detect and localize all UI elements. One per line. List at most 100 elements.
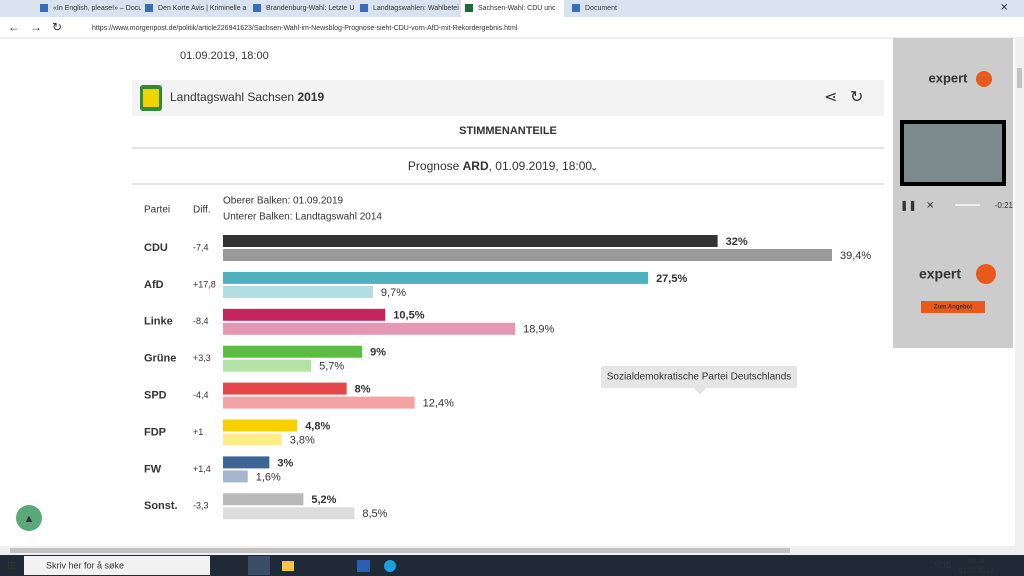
value-label: 12,4%: [423, 398, 454, 410]
value-label: 9%: [370, 347, 386, 359]
scrollbar[interactable]: [1015, 38, 1024, 548]
ad-panel: [893, 38, 1013, 348]
tab-title: Sachsen-Wahl: CDU unc: [478, 5, 556, 12]
bar: [223, 470, 248, 483]
tooltip-pointer: [694, 388, 706, 395]
value-label: 39,4%: [840, 250, 871, 262]
ad-brand: expert: [928, 70, 968, 85]
tab[interactable]: [249, 0, 352, 17]
bar: [223, 493, 304, 506]
widget-header: [132, 80, 884, 116]
bar-chart: CDU -7,4 32% 39,4% AfD +17,8 27,5% 9,7% Linke -8,…: [144, 235, 871, 520]
forecast-prefix: Prognose: [408, 159, 460, 173]
bar: [223, 419, 298, 432]
bar: [223, 322, 516, 335]
tab-icon: [360, 4, 368, 12]
value-label: 18,9%: [523, 324, 554, 336]
clock-date: 01.09.2019: [958, 568, 993, 575]
ad-video-frame: [904, 124, 1002, 182]
value-label: 32%: [726, 236, 748, 248]
value-label: 9,7%: [381, 287, 406, 299]
ad-button-text: Zum Angebot: [934, 305, 972, 311]
ad-brand: expert: [919, 266, 961, 282]
tab[interactable]: [141, 0, 244, 17]
tab[interactable]: [36, 0, 139, 17]
taskbar-app[interactable]: [282, 561, 294, 571]
forecast-source: ARD: [463, 159, 489, 173]
tab-title: «In English, please!» – Docu: [53, 5, 142, 12]
column-diff: Diff.: [193, 205, 211, 216]
ad-logo: [976, 71, 992, 87]
share-icon[interactable]: ⋖: [824, 89, 837, 106]
bar: [223, 345, 363, 358]
ad-button[interactable]: [921, 301, 985, 313]
tooltip: [601, 366, 797, 388]
difference: -7,4: [193, 242, 209, 252]
start-button[interactable]: ⊞: [7, 560, 16, 572]
category-label: Linke: [144, 316, 173, 328]
section-title: STIMMENANTEILE: [459, 125, 557, 137]
bar: [223, 308, 386, 321]
url[interactable]: https://www.morgenpost.de/politik/articl…: [92, 25, 518, 32]
value-label: 3%: [277, 457, 293, 469]
pause-icon[interactable]: ❚❚: [900, 201, 917, 212]
tab-title: Den Korte Avis | Kriminelle a: [158, 5, 247, 12]
notification-button[interactable]: [16, 505, 42, 531]
value-label: 5,7%: [319, 361, 344, 373]
forward-button[interactable]: →: [30, 20, 42, 34]
difference: -4,4: [193, 390, 209, 400]
video-time: -0:21: [995, 201, 1014, 210]
tab-icon: [145, 4, 153, 12]
bar: [223, 382, 347, 395]
tab-icon: [253, 4, 261, 12]
mute-icon[interactable]: ✕: [926, 201, 934, 212]
dropdown-arrow[interactable]: ⌄: [590, 163, 598, 174]
h-scroll-thumb[interactable]: [10, 548, 790, 553]
search-placeholder: Skriv her for å søke: [46, 560, 124, 570]
refresh-icon[interactable]: ↻: [850, 89, 863, 106]
tab-title: Brandenburg-Wahl: Letzte U: [266, 5, 354, 12]
value-label: 3,8%: [290, 434, 315, 446]
value-label: 8,5%: [362, 508, 387, 520]
tab-icon: [572, 4, 580, 12]
taskbar-app[interactable]: [384, 560, 396, 572]
bar: [223, 433, 282, 446]
difference: +1: [193, 427, 203, 437]
scroll-thumb[interactable]: [1017, 68, 1022, 88]
legend-entry: Unterer Balken: Landtagswahl 2014: [223, 212, 382, 223]
tab[interactable]: [461, 0, 564, 17]
tab-title: Landtagswahlen: Wahlbetei: [373, 5, 459, 12]
search-box[interactable]: [24, 556, 210, 575]
column-party: Partei: [144, 205, 170, 216]
tab-title: Document: [585, 5, 617, 12]
reload-button[interactable]: ↻: [52, 20, 62, 34]
tab-icon: [40, 4, 48, 12]
tab-icon: [465, 4, 473, 12]
difference: +1,4: [193, 464, 211, 474]
coat-of-arms-inner: [143, 89, 159, 107]
close-window[interactable]: ✕: [1000, 3, 1008, 14]
taskbar-app[interactable]: [357, 560, 370, 572]
address-bar: [0, 17, 1024, 38]
difference: -3,3: [193, 501, 209, 511]
forecast-selector[interactable]: Prognose ARD, 01.09.2019, 18:00: [408, 159, 592, 173]
category-label: FW: [144, 463, 162, 475]
bell-icon: ▲: [24, 513, 35, 525]
widget-title: Landtagswahl Sachsen 2019: [170, 90, 324, 104]
bar: [223, 507, 355, 520]
bar: [223, 285, 373, 298]
bar: [223, 271, 649, 284]
bar: [223, 235, 718, 247]
category-label: AfD: [144, 279, 164, 291]
ad-logo: [976, 264, 996, 284]
forecast-time: , 01.09.2019, 18:00: [489, 159, 593, 173]
category-label: FDP: [144, 426, 166, 438]
tab[interactable]: [568, 0, 671, 17]
video-progress: [955, 204, 980, 206]
taskbar-app[interactable]: [248, 556, 270, 575]
value-label: 5,2%: [311, 494, 336, 506]
back-button[interactable]: ←: [8, 20, 20, 34]
tab[interactable]: [356, 0, 459, 17]
